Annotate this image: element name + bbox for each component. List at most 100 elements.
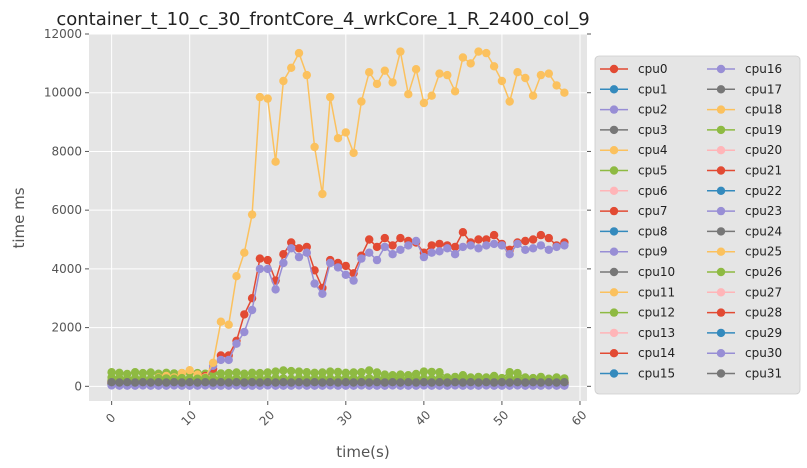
data-point (287, 378, 296, 387)
data-point (263, 264, 272, 274)
legend-label: cpu26 (745, 265, 782, 279)
data-point (224, 378, 233, 387)
data-point (216, 378, 226, 387)
data-point (528, 235, 538, 244)
legend-swatch-marker (609, 267, 619, 277)
data-point (365, 378, 374, 387)
legend-item-cpu9: cpu9 (600, 245, 667, 259)
data-point (466, 378, 475, 387)
data-point (497, 241, 507, 250)
data-point (349, 378, 358, 387)
x-tick-label: 0 (103, 411, 118, 426)
data-point (427, 248, 436, 257)
data-point (474, 235, 483, 244)
data-point (263, 94, 272, 103)
data-point (255, 92, 265, 102)
data-point (489, 230, 499, 240)
data-point (552, 242, 561, 252)
data-point (318, 189, 327, 199)
legend-label: cpu15 (638, 367, 675, 381)
data-point (560, 88, 569, 97)
legend-box (594, 55, 801, 395)
legend-label: cpu11 (638, 285, 675, 299)
legend-item-cpu29: cpu29 (707, 326, 782, 340)
legend-label: cpu13 (638, 326, 675, 340)
data-point (240, 310, 249, 319)
data-point (380, 66, 389, 75)
data-point (138, 378, 148, 387)
data-point (333, 378, 343, 387)
data-point (326, 258, 335, 268)
legend-swatch-marker (716, 146, 726, 155)
legend-swatch-marker (609, 247, 619, 256)
data-point (443, 244, 452, 253)
legend-item-cpu0: cpu0 (600, 62, 667, 76)
legend-swatch-marker (716, 166, 726, 175)
data-point (341, 128, 350, 137)
data-point (216, 355, 226, 365)
plot-area (89, 34, 587, 401)
data-point (247, 210, 257, 219)
data-point (435, 239, 444, 249)
data-point (482, 241, 491, 250)
data-point (474, 47, 483, 56)
data-point (380, 378, 389, 387)
data-point (263, 368, 272, 377)
legend-item-cpu2: cpu2 (600, 103, 667, 117)
data-point (497, 378, 507, 387)
x-axis: 0 10 20 30 40 50 60 (103, 401, 589, 429)
data-point (232, 368, 241, 377)
data-point (216, 317, 226, 326)
data-point (482, 235, 491, 244)
legend-item-cpu19: cpu19 (707, 123, 782, 137)
legend-item-cpu31: cpu31 (707, 367, 782, 381)
data-point (240, 378, 249, 387)
legend-item-cpu15: cpu15 (600, 367, 675, 381)
legend-item-cpu16: cpu16 (707, 62, 782, 76)
data-point (528, 378, 538, 387)
legend-label: cpu22 (745, 184, 782, 198)
data-point (474, 244, 483, 253)
data-point (521, 378, 530, 387)
data-point (357, 254, 366, 263)
legend-item-cpu8: cpu8 (600, 224, 667, 238)
data-point (341, 270, 350, 279)
data-point (411, 378, 421, 387)
data-point (489, 62, 499, 71)
data-point (435, 368, 444, 377)
legend-label: cpu6 (638, 184, 667, 198)
legend-label: cpu7 (638, 204, 667, 218)
data-point (146, 378, 155, 387)
data-point (193, 378, 202, 387)
data-point (528, 91, 538, 100)
data-point (232, 272, 241, 281)
legend-item-cpu17: cpu17 (707, 82, 782, 96)
series-group (107, 47, 569, 390)
legend-item-cpu28: cpu28 (707, 306, 782, 320)
legend: cpu0 cpu1 cpu2 cpu3 cpu4 cpu5 cpu6 cpu7 cpu8 cpu9… (594, 55, 801, 395)
data-point (287, 244, 296, 253)
legend-item-cpu18: cpu18 (707, 103, 782, 117)
data-point (450, 87, 460, 96)
data-point (271, 378, 280, 387)
data-point (263, 378, 272, 387)
legend-label: cpu0 (638, 62, 667, 76)
legend-swatch-marker (716, 328, 726, 338)
x-tick-label: 10 (179, 408, 200, 429)
data-point (388, 241, 397, 250)
data-point (521, 236, 530, 246)
legend-label: cpu1 (638, 82, 667, 96)
data-point (333, 134, 343, 143)
data-point (349, 148, 358, 158)
data-point (404, 378, 413, 387)
data-point (552, 378, 561, 387)
data-point (255, 264, 265, 274)
data-point (536, 70, 546, 80)
data-point (372, 368, 382, 377)
data-point (240, 248, 249, 257)
legend-label: cpu10 (638, 265, 675, 279)
data-point (544, 245, 553, 254)
data-point (162, 378, 171, 387)
data-point (435, 378, 444, 387)
